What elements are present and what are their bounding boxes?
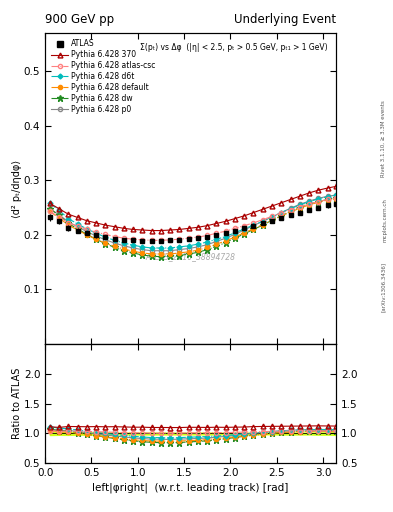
Legend: ATLAS, Pythia 6.428 370, Pythia 6.428 atlas-csc, Pythia 6.428 d6t, Pythia 6.428 : ATLAS, Pythia 6.428 370, Pythia 6.428 at… [49, 37, 158, 116]
Text: 900 GeV pp: 900 GeV pp [45, 12, 114, 26]
Text: Underlying Event: Underlying Event [234, 12, 336, 26]
Y-axis label: ⟨d² pₜ/dηdφ⟩: ⟨d² pₜ/dηdφ⟩ [13, 160, 22, 218]
Text: Σ(pₜ) vs Δφ  (|η| < 2.5, pₜ > 0.5 GeV, pₜ₁ > 1 GeV): Σ(pₜ) vs Δφ (|η| < 2.5, pₜ > 0.5 GeV, pₜ… [140, 42, 327, 52]
Text: mcplots.cern.ch: mcplots.cern.ch [383, 198, 387, 242]
Text: Rivet 3.1.10, ≥ 3.3M events: Rivet 3.1.10, ≥ 3.3M events [381, 100, 386, 177]
Text: [arXiv:1306.3436]: [arXiv:1306.3436] [381, 262, 386, 312]
Y-axis label: Ratio to ATLAS: Ratio to ATLAS [12, 368, 22, 439]
X-axis label: left|φright|  (w.r.t. leading track) [rad]: left|φright| (w.r.t. leading track) [rad… [92, 482, 289, 493]
Text: ATLAS_2010_S8894728: ATLAS_2010_S8894728 [145, 252, 236, 262]
